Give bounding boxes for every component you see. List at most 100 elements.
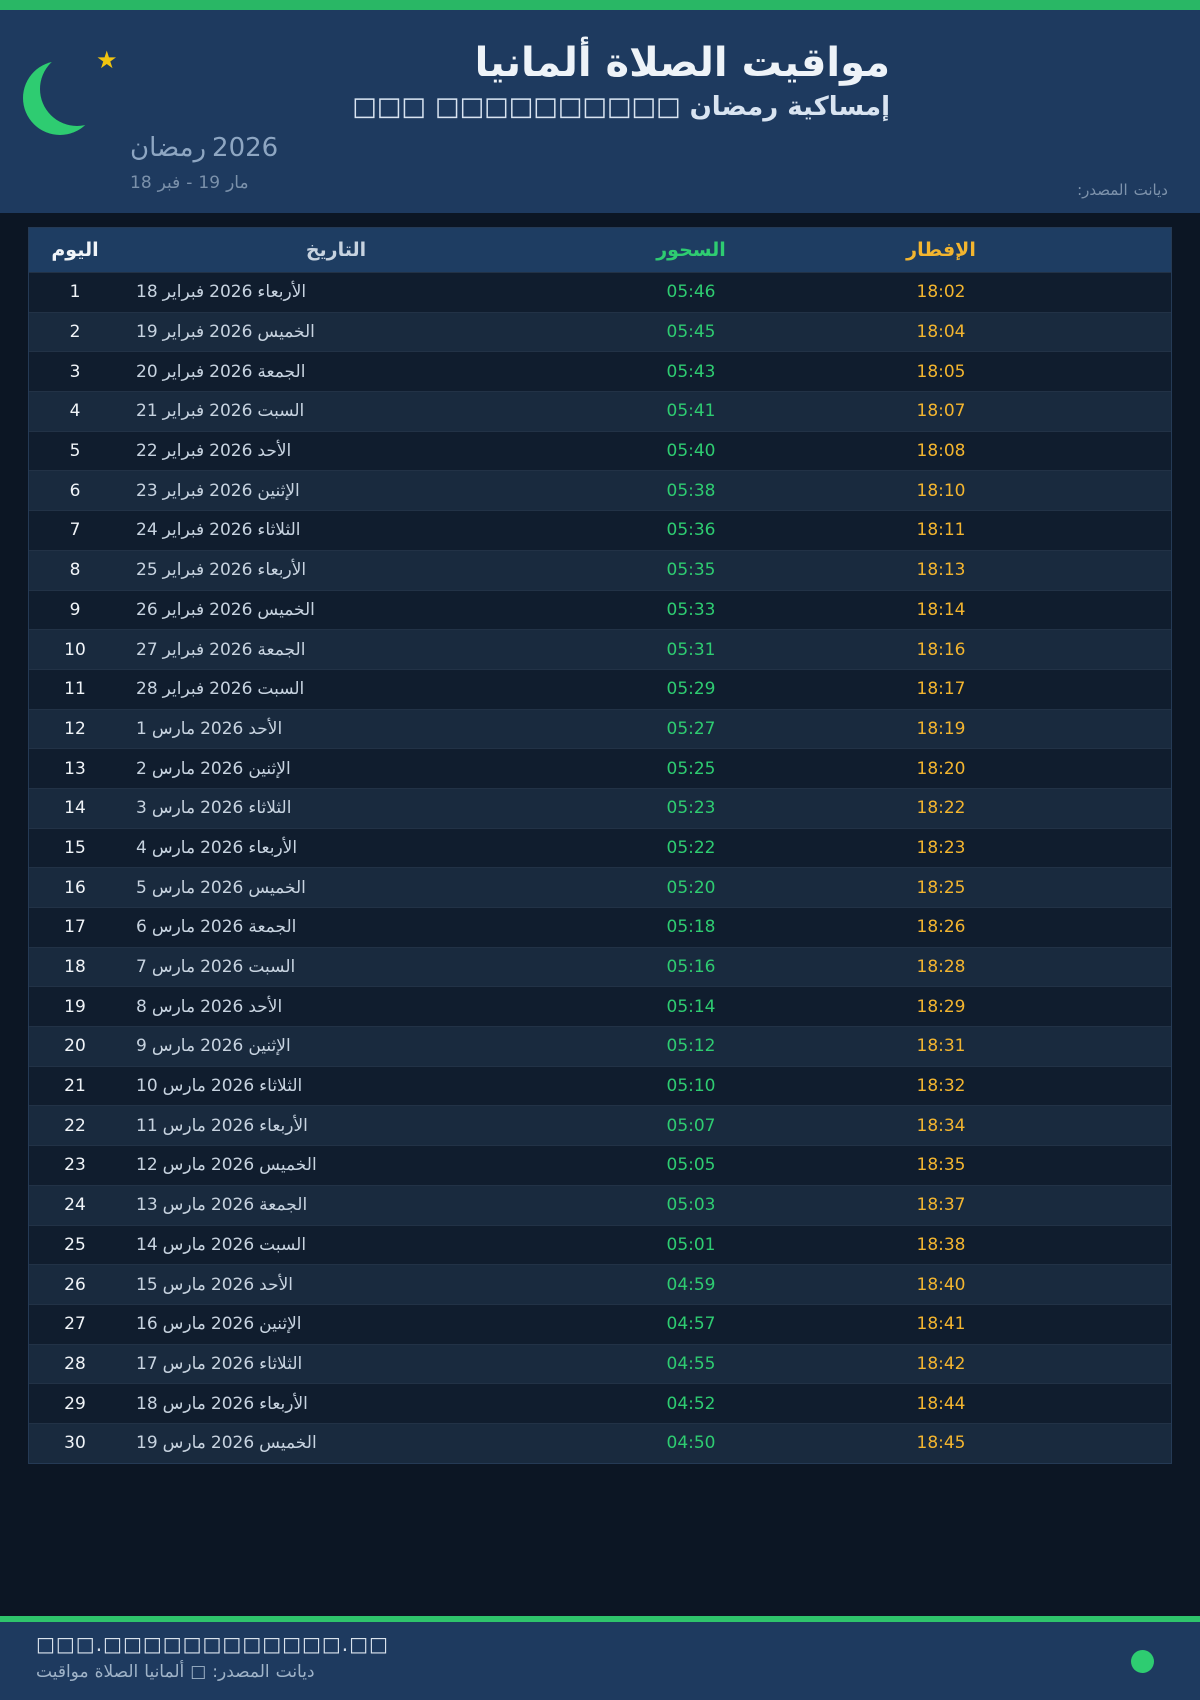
header-text-block: مواقيت الصلاة ألمانيا إمساكية رمضان □□□□… xyxy=(130,40,890,193)
text-token: 16 xyxy=(136,1314,158,1335)
date-cell: 18 فبراير 2026 الأربعاء xyxy=(121,282,551,302)
text-token: الخميس xyxy=(259,1155,317,1176)
text-token: فبراير xyxy=(162,361,205,382)
table-row: 14 3 مارس 2026 الثلاثاء 05:23 18:22 xyxy=(29,787,1171,828)
column-header-iftar: الإفطار xyxy=(906,239,976,261)
text-token: 2026 xyxy=(200,718,244,739)
date-cell: 15 مارس 2026 الأحد xyxy=(121,1275,551,1295)
iftar-time: 18:37 xyxy=(916,1195,966,1216)
text-token: 17 xyxy=(136,1353,158,1374)
text-token: الخميس xyxy=(257,322,315,343)
top-accent-bar xyxy=(0,0,1200,10)
date-cell: 14 مارس 2026 السبت xyxy=(121,1235,551,1255)
text-token: 2026 xyxy=(210,1155,255,1176)
text-token: مارس xyxy=(162,1155,206,1176)
text-token: 2026 xyxy=(210,1115,255,1136)
iftar-time: 18:25 xyxy=(916,877,966,898)
iftar-time: 18:26 xyxy=(916,917,966,938)
day-number: 25 xyxy=(64,1234,86,1255)
text-token: الثلاثاء xyxy=(259,1353,303,1374)
suhoor-time: 05:01 xyxy=(666,1234,716,1255)
text-token: الأحد xyxy=(248,718,283,739)
text-token: 7 xyxy=(136,957,147,978)
text-token: مارس xyxy=(151,1036,196,1057)
iftar-time: 18:35 xyxy=(916,1155,966,1176)
text-token: 19 xyxy=(198,173,221,194)
text-token: الخميس xyxy=(257,599,315,620)
table-row: 29 18 مارس 2026 الأربعاء 04:52 18:44 xyxy=(29,1383,1171,1423)
text-token: السبت xyxy=(259,1234,307,1255)
text-token: 2026 xyxy=(209,560,253,581)
suhoor-time: 04:57 xyxy=(666,1314,716,1335)
text-token: مارس xyxy=(151,957,196,978)
day-number: 26 xyxy=(64,1274,86,1295)
text-token: فبراير xyxy=(162,441,205,462)
suhoor-time: 05:40 xyxy=(666,441,716,462)
date-cell: 28 فبراير 2026 السبت xyxy=(121,679,551,699)
text-token: الثلاثاء xyxy=(248,798,292,819)
table-row: 24 13 مارس 2026 الجمعة 05:03 18:37 xyxy=(29,1184,1171,1225)
text-token: 8 xyxy=(136,996,147,1017)
text-token: الأربعاء xyxy=(259,1393,308,1414)
iftar-time: 18:05 xyxy=(916,361,966,382)
text-token: 9 xyxy=(136,1036,147,1057)
iftar-time: 18:34 xyxy=(916,1115,966,1136)
column-header-suhoor: السحور xyxy=(656,239,726,261)
text-token: 2026 xyxy=(209,520,253,541)
text-token: مارس xyxy=(162,1076,206,1097)
suhoor-time: 05:14 xyxy=(666,996,716,1017)
day-number: 17 xyxy=(64,917,86,938)
table-row: 16 5 مارس 2026 الخميس 05:20 18:25 xyxy=(29,867,1171,907)
table-row: 22 11 مارس 2026 الأربعاء 05:07 18:34 xyxy=(29,1105,1171,1146)
suhoor-time: 05:46 xyxy=(666,282,716,303)
text-token: الأربعاء xyxy=(257,282,307,303)
iftar-time: 18:44 xyxy=(916,1393,966,1414)
text-token: 18 xyxy=(136,1393,158,1414)
date-cell: 7 مارس 2026 السبت xyxy=(121,957,551,977)
table-row: 12 1 مارس 2026 الأحد 05:27 18:19 xyxy=(29,708,1171,749)
text-token: 18 xyxy=(130,173,152,194)
day-number: 7 xyxy=(69,520,81,541)
text-token: 2026 xyxy=(200,917,244,938)
text-token: 2026 xyxy=(209,441,253,462)
text-token: مارس xyxy=(162,1195,206,1216)
iftar-time: 18:38 xyxy=(916,1234,966,1255)
text-token: 2026 xyxy=(209,679,253,700)
text-token: 2026 xyxy=(200,877,244,898)
text-token: الصلاة xyxy=(94,1662,139,1682)
suhoor-time: 05:35 xyxy=(666,560,716,581)
table-row: 9 26 فبراير 2026 الخميس 05:33 18:14 xyxy=(29,589,1171,630)
text-token: 23 xyxy=(136,480,158,501)
text-token: 24 xyxy=(136,520,158,541)
table-row: 23 12 مارس 2026 الخميس 05:05 18:35 xyxy=(29,1145,1171,1185)
text-token: مارس xyxy=(162,1393,206,1414)
day-number: 16 xyxy=(64,877,86,898)
text-token: مارس xyxy=(151,877,196,898)
day-number: 24 xyxy=(64,1195,86,1216)
text-token: 2026 xyxy=(200,837,244,858)
day-number: 8 xyxy=(69,560,81,581)
suhoor-time: 05:10 xyxy=(666,1076,716,1097)
iftar-time: 18:31 xyxy=(916,1036,966,1057)
table-row: 11 28 فبراير 2026 السبت 05:29 18:17 xyxy=(29,668,1171,709)
text-token: 2026 xyxy=(212,133,279,164)
text-token: السبت xyxy=(257,401,305,422)
text-token: الثلاثاء xyxy=(257,520,301,541)
iftar-time: 18:29 xyxy=(916,996,966,1017)
text-token: 26 xyxy=(136,599,158,620)
table-row: 27 16 مارس 2026 الإثنين 04:57 18:41 xyxy=(29,1303,1171,1344)
text-token: 20 xyxy=(136,361,158,382)
table-row: 21 10 مارس 2026 الثلاثاء 05:10 18:32 xyxy=(29,1065,1171,1106)
text-token: 2026 xyxy=(200,1036,244,1057)
suhoor-time: 05:36 xyxy=(666,520,716,541)
date-cell: 1 مارس 2026 الأحد xyxy=(121,719,551,739)
suhoor-time: 04:52 xyxy=(666,1393,716,1414)
day-number: 19 xyxy=(64,996,86,1017)
suhoor-time: 05:25 xyxy=(666,758,716,779)
iftar-time: 18:16 xyxy=(916,639,966,660)
day-number: 14 xyxy=(64,798,86,819)
text-token: 6 xyxy=(136,917,147,938)
date-cell: 18 مارس 2026 الأربعاء xyxy=(121,1394,551,1414)
text-token: 2026 xyxy=(209,282,253,303)
table-row: 2 19 فبراير 2026 الخميس 05:45 18:04 xyxy=(29,311,1171,352)
